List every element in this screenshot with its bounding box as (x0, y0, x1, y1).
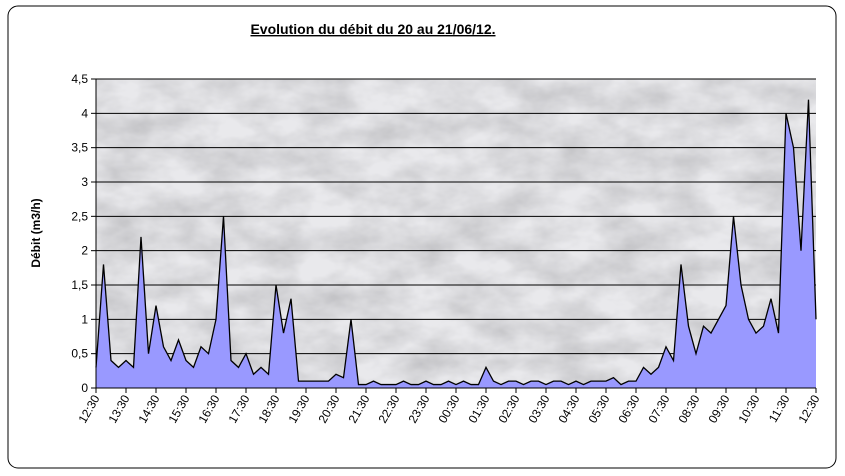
y-tick-label: 3,5 (71, 141, 88, 155)
y-tick-label: 4,5 (71, 72, 88, 86)
y-tick-label: 3 (81, 175, 88, 189)
y-tick-label: 4 (81, 106, 88, 120)
y-tick-label: 0 (81, 381, 88, 395)
area (96, 99, 816, 388)
line (95, 99, 817, 386)
chart-title: Evolution du débit du 20 au 21/06/12. (250, 21, 495, 37)
y-axis-label: Débit (m3/h) (29, 198, 43, 267)
y-tick-label: 2,5 (71, 209, 88, 223)
y-tick-label: 0,5 (71, 347, 88, 361)
y-tick-label: 1,5 (71, 278, 88, 292)
y-tick-label: 2 (81, 244, 88, 258)
y-tick-label: 1 (81, 312, 88, 326)
